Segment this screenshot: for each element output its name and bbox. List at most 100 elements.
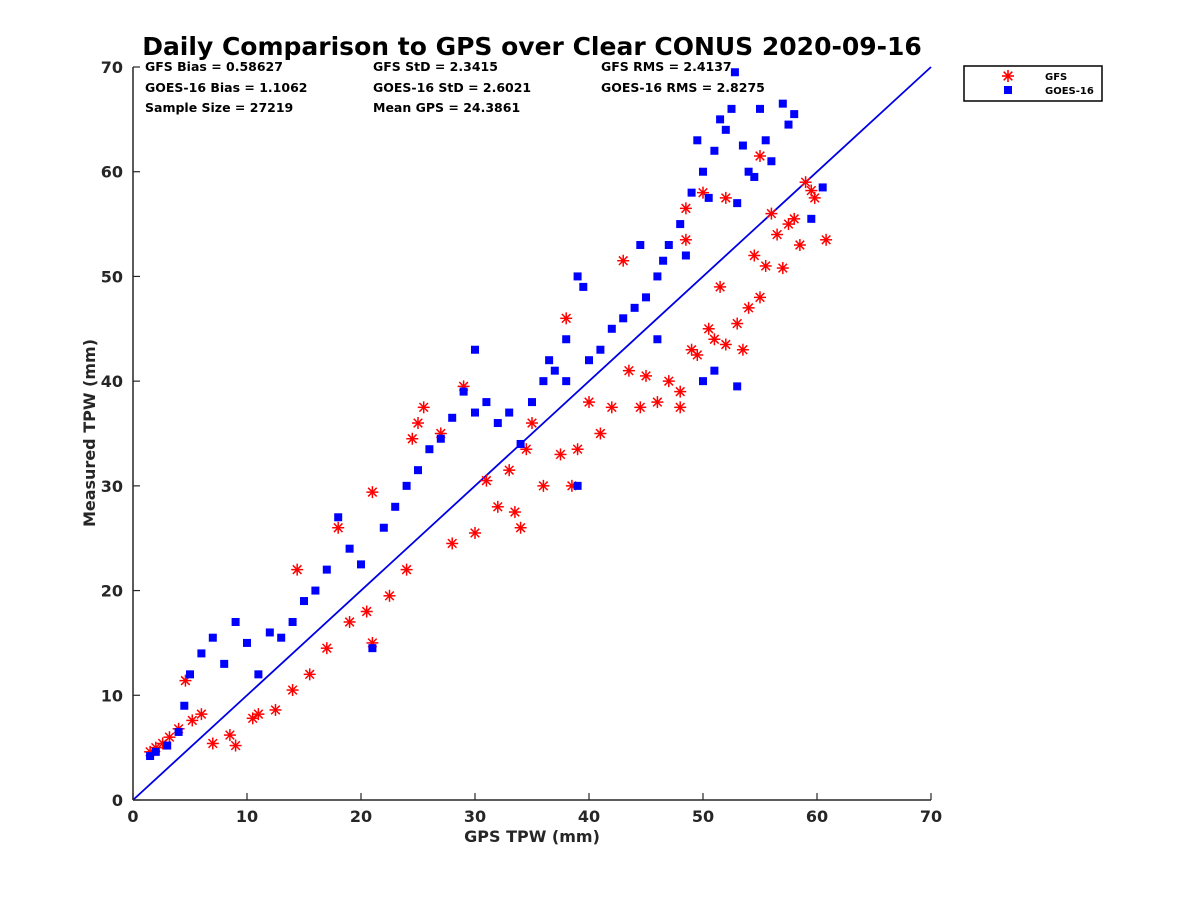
gfs-point (702, 322, 715, 335)
gfs-point (679, 202, 692, 215)
goes16-point (186, 670, 194, 679)
goes16-point (619, 314, 628, 323)
legend: GFS GOES-16 (963, 65, 1103, 102)
gfs-point (679, 233, 692, 246)
goes16-point (710, 366, 719, 375)
gfs-point (537, 479, 550, 492)
goes16-point (288, 617, 297, 626)
x-tick-label: 60 (806, 807, 828, 826)
gfs-point (491, 500, 504, 513)
gfs-point (622, 364, 635, 377)
gfs-point (252, 708, 265, 721)
goes16-point (545, 356, 554, 365)
gfs-point (332, 521, 345, 534)
gfs-point (674, 385, 687, 398)
gfs-point (594, 427, 607, 440)
goes16-point (459, 387, 468, 396)
goes16-point (220, 659, 229, 668)
gfs-point (799, 176, 812, 189)
goes16-point (368, 644, 377, 653)
goes16-point (265, 628, 274, 637)
goes16-point (636, 241, 645, 250)
gfs-point (514, 521, 527, 534)
gfs-point (554, 448, 567, 461)
gfs-point (269, 703, 282, 716)
goes16-point (550, 366, 559, 375)
goes16-point (721, 125, 730, 134)
goes16-point (778, 99, 787, 108)
goes16-point (516, 439, 525, 448)
gfs-point (503, 464, 516, 477)
gfs-point (383, 589, 396, 602)
y-tick-label: 10 (101, 686, 123, 705)
gfs-point (480, 474, 493, 487)
goes16-point (471, 408, 479, 417)
goes16-point (744, 167, 753, 176)
goes16-point (151, 747, 160, 756)
stat-mean-gps: Mean GPS = 24.3861 (373, 100, 520, 115)
goes16-point (528, 398, 536, 407)
gfs-point (651, 396, 664, 409)
goes16-point (357, 560, 365, 569)
gfs-point (634, 401, 647, 414)
one-to-one-line (132, 66, 932, 801)
reference-line-layer (132, 66, 932, 801)
gfs-point (776, 262, 789, 275)
goes16-point (579, 282, 588, 291)
goes16-point (738, 141, 747, 150)
goes16-point (493, 419, 502, 428)
goes16-point (277, 633, 286, 642)
legend-marker-gfs (1002, 70, 1014, 82)
y-tick-label: 30 (101, 477, 123, 496)
y-tick-label: 50 (101, 267, 123, 286)
goes16-point (243, 638, 251, 647)
axes (132, 67, 931, 801)
goes16-point (699, 377, 707, 386)
goes16-point (146, 752, 155, 761)
gfs-point (446, 537, 459, 550)
gfs-point (508, 506, 521, 519)
goes16-point (414, 466, 422, 475)
goes16-point (607, 324, 616, 333)
goes16-point (208, 633, 217, 642)
gfs-point (526, 417, 538, 430)
gfs-point (708, 333, 721, 346)
goes16-point (311, 586, 320, 595)
goes16-point (391, 502, 400, 511)
gfs-point (303, 668, 316, 681)
gfs-point (754, 150, 766, 163)
gfs-point (674, 401, 687, 414)
y-tick-label: 60 (101, 163, 123, 182)
goes16-point (807, 214, 816, 223)
gfs-point (343, 615, 356, 628)
gfs-point (685, 343, 698, 356)
y-tick-label: 20 (101, 582, 123, 601)
gfs-point (714, 280, 727, 293)
gfs-point (417, 401, 430, 414)
goes16-point (659, 256, 668, 265)
goes16-point (784, 120, 793, 129)
gfs-point (223, 729, 236, 742)
goes16-point (693, 136, 702, 145)
x-tick-label: 10 (236, 807, 258, 826)
legend-label-gfs: GFS (1045, 72, 1067, 83)
y-tick-label: 0 (112, 791, 123, 810)
scatter-points-layer (144, 68, 833, 761)
goes16-point (710, 146, 719, 155)
goes16-point (664, 241, 673, 250)
goes16-point (642, 293, 650, 302)
gfs-point (291, 563, 304, 576)
gfs-point (662, 375, 675, 388)
goes16-point (448, 413, 457, 422)
goes16-point (174, 727, 183, 736)
gfs-point (560, 312, 573, 325)
goes16-point (254, 670, 263, 679)
legend-label-goes16: GOES-16 (1045, 86, 1094, 97)
gfs-point (366, 486, 379, 499)
gfs-point (640, 369, 652, 382)
stat-sample-size: Sample Size = 27219 (145, 100, 293, 115)
gfs-point (195, 708, 208, 721)
gfs-point (771, 228, 784, 241)
gfs-point (571, 443, 584, 456)
